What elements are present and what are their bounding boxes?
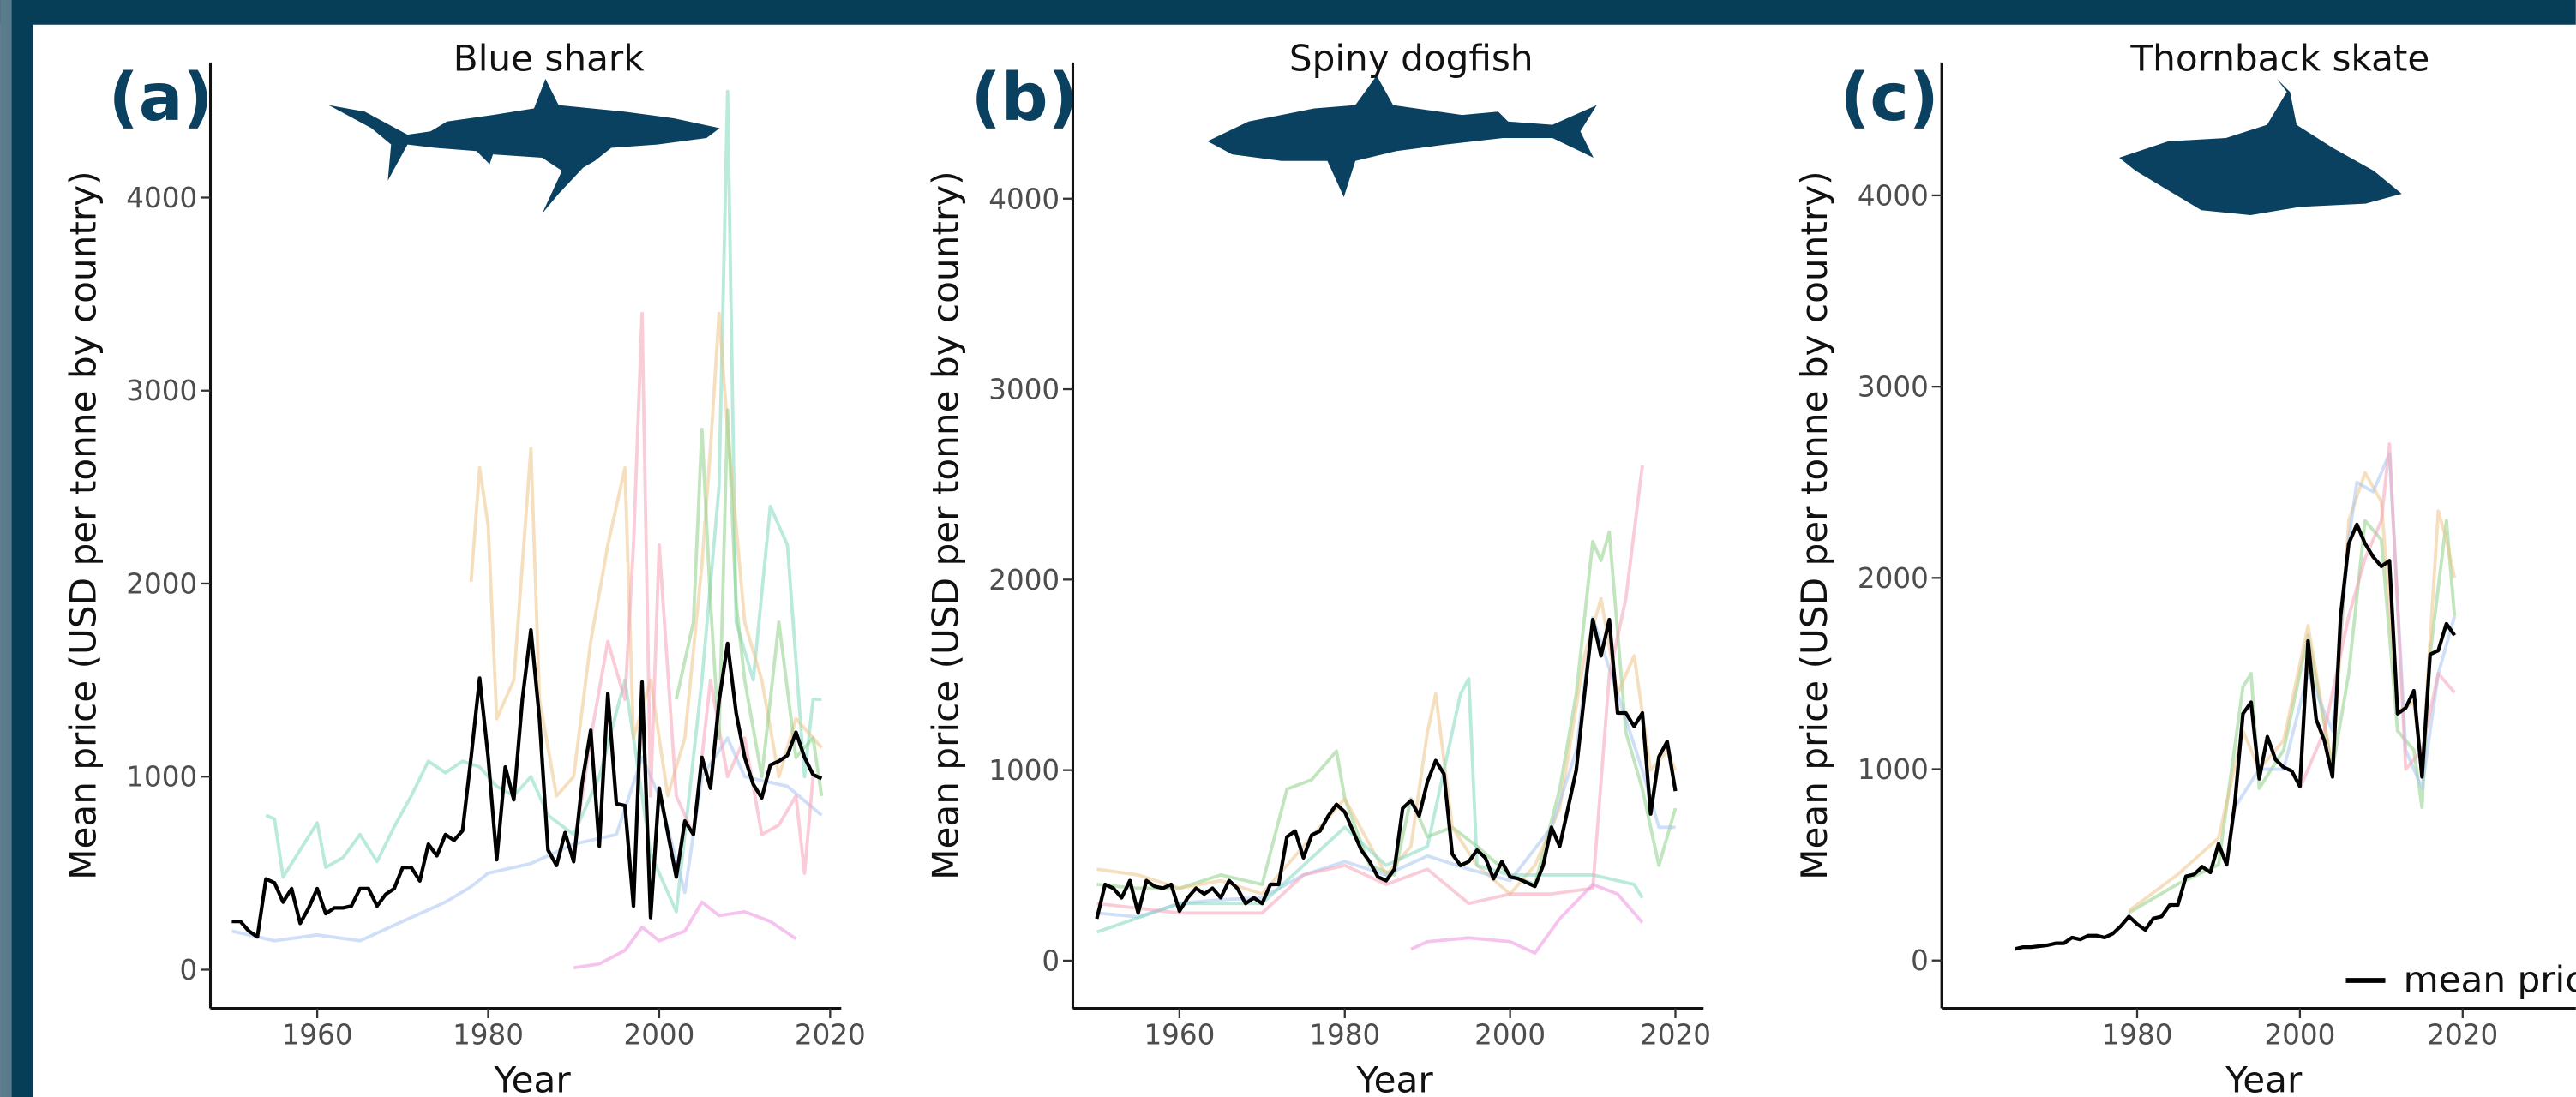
x-tick-label: 2020 bbox=[795, 1019, 866, 1052]
x-axis-title: Year bbox=[493, 1058, 571, 1097]
panel-label: (c) bbox=[1840, 60, 1938, 136]
silhouettes bbox=[328, 75, 2402, 216]
x-tick-label: 1980 bbox=[2102, 1019, 2173, 1052]
y-tick-label: 3000 bbox=[988, 374, 1060, 406]
country-line bbox=[1096, 615, 1676, 919]
x-axis-title: Year bbox=[2225, 1058, 2303, 1097]
country-line bbox=[1410, 883, 1644, 955]
country-line bbox=[573, 900, 797, 970]
y-tick-label: 0 bbox=[179, 954, 197, 986]
y-tick-label: 3000 bbox=[126, 375, 197, 407]
spiny-dogfish-silhouette bbox=[1207, 75, 1597, 197]
y-tick-label: 0 bbox=[1911, 944, 1929, 977]
y-axis-title: Mean price (USD per tonne by country) bbox=[924, 171, 966, 879]
x-tick-label: 1960 bbox=[282, 1019, 353, 1052]
top-band bbox=[0, 0, 2576, 25]
y-tick-label: 4000 bbox=[1858, 179, 1929, 212]
y-tick-label: 2000 bbox=[988, 564, 1060, 596]
y-tick-label: 2000 bbox=[1858, 562, 1929, 595]
left-edge bbox=[0, 0, 12, 1097]
x-tick-label: 2000 bbox=[623, 1019, 694, 1052]
country-line bbox=[675, 408, 824, 797]
mean-line bbox=[231, 627, 823, 939]
x-tick-label: 1960 bbox=[1144, 1019, 1215, 1052]
y-tick-label: 1000 bbox=[1858, 753, 1929, 786]
y-tick-label: 4000 bbox=[126, 182, 197, 214]
x-tick-label: 2000 bbox=[1474, 1019, 1546, 1052]
thornback-skate-silhouette bbox=[2119, 78, 2402, 216]
y-tick-label: 0 bbox=[1042, 944, 1060, 977]
x-tick-label: 2020 bbox=[1640, 1019, 1711, 1052]
x-axis-title: Year bbox=[1355, 1058, 1433, 1097]
country-line bbox=[1096, 596, 1678, 896]
x-tick-label: 2000 bbox=[2264, 1019, 2335, 1052]
legend-label: mean price bbox=[2404, 958, 2576, 1000]
y-axis-title: Mean price (USD per tonne by country) bbox=[62, 171, 104, 879]
country-line bbox=[265, 89, 822, 914]
y-axis-title: Mean price (USD per tonne by country) bbox=[1793, 171, 1835, 879]
blue-shark-silhouette bbox=[328, 78, 720, 214]
y-tick-label: 1000 bbox=[988, 754, 1060, 787]
panel-title: Blue shark bbox=[453, 37, 645, 79]
mean-line bbox=[1095, 617, 1678, 920]
y-tick-label: 4000 bbox=[988, 183, 1060, 215]
country-line bbox=[1096, 530, 1678, 890]
x-tick-label: 2020 bbox=[2427, 1019, 2498, 1052]
panel-label: (b) bbox=[971, 60, 1078, 136]
x-tick-label: 1980 bbox=[1309, 1019, 1380, 1052]
panel-title: Thornback skate bbox=[2129, 37, 2429, 79]
y-tick-label: 2000 bbox=[126, 567, 197, 600]
y-tick-label: 1000 bbox=[126, 761, 197, 794]
mean-line bbox=[2015, 522, 2457, 951]
country-line bbox=[572, 311, 815, 875]
y-tick-label: 3000 bbox=[1858, 371, 1929, 404]
x-tick-label: 1980 bbox=[453, 1019, 524, 1052]
panel-label: (a) bbox=[109, 60, 213, 136]
country-line bbox=[1096, 677, 1644, 934]
panel-title: Spiny dogfish bbox=[1289, 37, 1534, 79]
country-line bbox=[1096, 465, 1644, 915]
